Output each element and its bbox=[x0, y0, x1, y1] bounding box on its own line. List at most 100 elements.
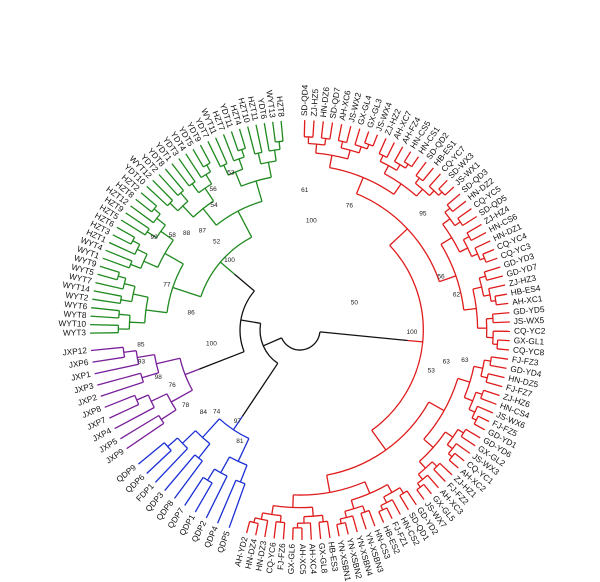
red-clade-branch bbox=[464, 396, 473, 402]
red-clade-branch bbox=[380, 505, 384, 511]
red-clade-branch bbox=[344, 522, 349, 535]
red-clade-branch bbox=[442, 218, 451, 225]
red-clade-branch bbox=[445, 431, 454, 438]
bootstrap-value: 85 bbox=[137, 342, 145, 349]
green-clade-node-arc bbox=[177, 190, 184, 196]
red-clade-branch bbox=[279, 515, 282, 523]
red-clade-branch bbox=[497, 339, 510, 342]
tip-label: AH-XC1 bbox=[512, 293, 544, 307]
green-clade-node-arc bbox=[254, 151, 263, 155]
green-clade-node-arc bbox=[215, 200, 263, 226]
tip-label: JS-WX5 bbox=[514, 315, 545, 326]
tip-label: GX-GL8 bbox=[317, 542, 330, 574]
red-clade-branch bbox=[311, 507, 314, 517]
green-clade-branch bbox=[160, 230, 174, 241]
red-clade-branch bbox=[282, 522, 286, 540]
green-clade-branch bbox=[222, 134, 235, 162]
green-clade-node-arc bbox=[192, 200, 214, 218]
bootstrap-value: 56 bbox=[209, 186, 217, 193]
red-clade-branch bbox=[459, 247, 468, 253]
blue-clade-branch bbox=[239, 464, 248, 483]
purple-clade-branch bbox=[109, 403, 139, 419]
green-clade-branch bbox=[118, 275, 126, 279]
purple-clade-branch bbox=[97, 372, 141, 386]
green-clade-branch bbox=[124, 282, 136, 288]
green-clade-branch bbox=[99, 265, 120, 274]
bootstrap-value: 56 bbox=[437, 274, 445, 281]
green-clade-branch bbox=[280, 120, 284, 142]
tip-label: FJ-FZ6 bbox=[275, 542, 287, 570]
green-clade-branch bbox=[180, 192, 189, 202]
red-clade-branch bbox=[439, 462, 453, 476]
red-clade-branch bbox=[465, 428, 481, 439]
red-clade-branch bbox=[253, 517, 256, 523]
green-clade-branch bbox=[146, 231, 157, 239]
red-clade-branch bbox=[454, 452, 465, 462]
red-clade-node-arc bbox=[462, 239, 473, 257]
red-clade-node-arc bbox=[318, 520, 328, 523]
red-clade-branch bbox=[488, 373, 505, 379]
red-clade-branch bbox=[372, 134, 379, 147]
red-clade-branch bbox=[364, 131, 370, 144]
red-clade-branch bbox=[362, 505, 366, 513]
red-clade-branch bbox=[454, 221, 461, 227]
purple-clade-branch bbox=[123, 350, 137, 353]
red-clade-branch bbox=[471, 417, 477, 421]
red-clade-branch bbox=[404, 163, 409, 169]
green-clade-branch bbox=[152, 179, 174, 201]
green-clade-branch bbox=[95, 281, 124, 290]
red-clade-node-arc bbox=[383, 487, 401, 498]
red-clade-branch bbox=[354, 128, 361, 145]
red-clade-branch bbox=[391, 499, 401, 515]
green-clade-node-arc bbox=[237, 147, 246, 152]
blue-clade-branch bbox=[228, 483, 246, 528]
blue-clade-branch bbox=[220, 456, 231, 474]
bootstrap-value: 77 bbox=[163, 282, 171, 289]
blue-clade-branch bbox=[202, 418, 220, 438]
tip-label: AH-XC5 bbox=[298, 544, 308, 575]
red-clade-node-arc bbox=[378, 507, 388, 513]
red-clade-node-arc bbox=[460, 428, 467, 437]
green-clade-stem bbox=[219, 261, 236, 275]
purple-clade-branch bbox=[137, 353, 155, 359]
red-clade-branch bbox=[386, 142, 395, 158]
green-clade-branch bbox=[130, 263, 142, 270]
green-clade-branch bbox=[102, 257, 130, 269]
green-clade-branch bbox=[185, 153, 202, 178]
red-clade-branch bbox=[479, 257, 485, 261]
red-clade-branch bbox=[447, 453, 453, 458]
red-clade-branch bbox=[337, 124, 343, 141]
bootstrap-value: 100 bbox=[406, 329, 417, 336]
red-clade-branch bbox=[446, 444, 453, 450]
green-clade-branch bbox=[172, 286, 202, 298]
green-clade-node-arc bbox=[155, 224, 166, 239]
green-clade-node-arc bbox=[130, 236, 136, 245]
red-clade-branch bbox=[446, 193, 461, 206]
red-clade-branch bbox=[411, 156, 420, 167]
red-clade-branch bbox=[488, 284, 506, 290]
blue-clade-node-arc bbox=[202, 476, 213, 484]
red-clade-branch bbox=[312, 120, 315, 138]
red-clade-branch bbox=[496, 302, 509, 306]
red-clade-branch bbox=[368, 510, 376, 527]
red-clade-branch bbox=[414, 177, 420, 184]
red-clade-node-arc bbox=[472, 288, 479, 329]
green-clade-branch bbox=[230, 131, 239, 152]
red-clade-branch bbox=[416, 482, 421, 488]
red-clade-branch bbox=[457, 428, 464, 434]
green-clade-branch bbox=[153, 208, 161, 215]
purple-clade-branch bbox=[94, 363, 139, 375]
red-clade-node-arc bbox=[394, 160, 406, 169]
red-clade-branch bbox=[496, 348, 510, 351]
red-clade-node-arc bbox=[448, 452, 456, 461]
bootstrap-values: 81 97 74 84 78 76 98 100 93 85 86 77 99 58 88 87 52 100 54… bbox=[137, 170, 469, 445]
red-clade-branch bbox=[439, 275, 457, 283]
red-clade-branch bbox=[475, 391, 483, 396]
green-clade-branch bbox=[238, 158, 244, 170]
green-clade-branch bbox=[205, 174, 213, 185]
red-clade-branch bbox=[428, 401, 445, 412]
purple-clade-branch bbox=[92, 356, 125, 363]
green-clade-branch bbox=[223, 164, 229, 176]
red-clade-node-arc bbox=[491, 314, 494, 323]
